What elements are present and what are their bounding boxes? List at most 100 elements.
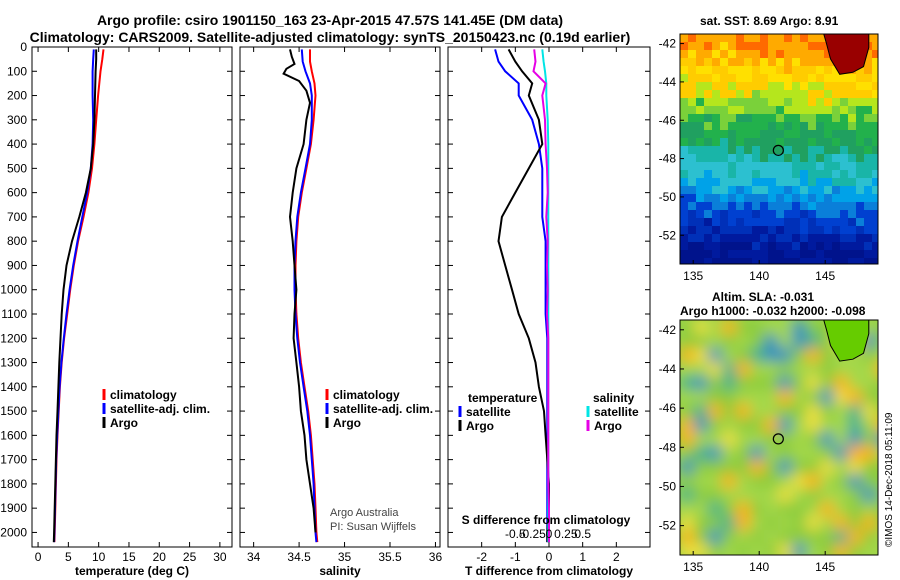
map-cell <box>832 162 841 171</box>
map-cell <box>848 138 857 147</box>
map-cell <box>680 210 689 219</box>
map-cell <box>728 58 737 67</box>
map-cell <box>752 162 761 171</box>
map-cell <box>736 66 745 75</box>
map-cell <box>764 320 779 335</box>
map-cell <box>792 474 807 489</box>
map-cell <box>800 42 809 51</box>
map-cell <box>776 74 785 83</box>
map-cell <box>744 258 753 264</box>
map-cell <box>862 516 877 531</box>
map-cell <box>816 226 825 235</box>
map-cell <box>800 162 809 171</box>
map-cell <box>744 82 753 91</box>
map-cell <box>688 218 697 227</box>
map-cell <box>856 242 865 251</box>
depth-tick-label: 1600 <box>0 428 27 442</box>
map-cell <box>876 488 878 503</box>
map-x-tick-label: 145 <box>815 560 835 574</box>
sla-map-subtitle: Argo h1000: -0.032 h2000: -0.098 <box>680 304 866 318</box>
map-cell <box>848 178 857 187</box>
map-cell <box>704 250 713 259</box>
map-cell <box>862 530 877 545</box>
map-cell <box>720 82 729 91</box>
sst-map-title: sat. SST: 8.69 Argo: 8.91 <box>700 14 839 28</box>
map-cell <box>722 488 737 503</box>
map-cell <box>680 50 689 59</box>
map-cell <box>728 74 737 83</box>
map-cell <box>688 226 697 235</box>
map-cell <box>808 34 817 43</box>
map-cell <box>806 530 821 545</box>
map-cell <box>792 162 801 171</box>
map-cell <box>840 74 849 83</box>
map-cell <box>776 234 785 243</box>
map-cell <box>808 98 817 107</box>
map-cell <box>752 258 761 264</box>
map-cell <box>776 122 785 131</box>
map-cell <box>856 82 865 91</box>
map-cell <box>864 90 873 99</box>
map-cell <box>832 194 841 203</box>
map-cell <box>832 226 841 235</box>
map-cell <box>744 34 753 43</box>
map-cell <box>720 202 729 211</box>
map-cell <box>704 186 713 195</box>
map-cell <box>792 390 807 405</box>
map-cell <box>864 130 873 139</box>
depth-tick-label: 1000 <box>0 283 27 297</box>
map-cell <box>808 154 817 163</box>
map-cell <box>728 66 737 75</box>
map-cell <box>848 460 863 475</box>
map-cell <box>736 98 745 107</box>
map-cell <box>848 502 863 517</box>
map-cell <box>688 122 697 131</box>
map-cell <box>736 258 745 264</box>
map-cell <box>768 210 777 219</box>
map-cell <box>864 154 873 163</box>
map-cell <box>808 114 817 123</box>
map-cell <box>752 226 761 235</box>
map-cell <box>736 418 751 433</box>
map-cell <box>862 362 877 377</box>
map-cell <box>848 234 857 243</box>
map-cell <box>800 122 809 131</box>
map-cell <box>720 106 729 115</box>
map-cell <box>792 202 801 211</box>
map-cell <box>820 418 835 433</box>
map-cell <box>764 530 779 545</box>
page-title: Argo profile: csiro 1901150_163 23-Apr-2… <box>96 12 564 28</box>
map-cell <box>728 34 737 43</box>
map-cell <box>792 106 801 115</box>
map-cell <box>808 146 817 155</box>
map-cell <box>696 218 705 227</box>
map-cell <box>694 418 709 433</box>
argo-position-marker <box>772 433 784 445</box>
map-cell <box>800 234 809 243</box>
map-cell <box>680 474 695 489</box>
map-cell <box>694 488 709 503</box>
map-cell <box>744 250 753 259</box>
map-cell <box>876 544 878 555</box>
map-cell <box>856 98 865 107</box>
map-y-tick-label: -44 <box>659 362 677 376</box>
map-cell <box>824 162 833 171</box>
map-cell <box>750 348 765 363</box>
map-cell <box>694 544 709 555</box>
map-cell <box>728 226 737 235</box>
map-cell <box>768 114 777 123</box>
map-cell <box>720 130 729 139</box>
map-cell <box>694 474 709 489</box>
map-cell <box>694 362 709 377</box>
map-cell <box>680 194 689 203</box>
map-cell <box>808 250 817 259</box>
map-cell <box>816 170 825 179</box>
map-cell <box>760 250 769 259</box>
map-cell <box>792 348 807 363</box>
legend-label: climatology <box>110 388 177 402</box>
map-cell <box>778 474 793 489</box>
map-cell <box>720 210 729 219</box>
map-cell <box>864 74 873 83</box>
map-cell <box>680 376 695 391</box>
map-cell <box>816 122 825 131</box>
